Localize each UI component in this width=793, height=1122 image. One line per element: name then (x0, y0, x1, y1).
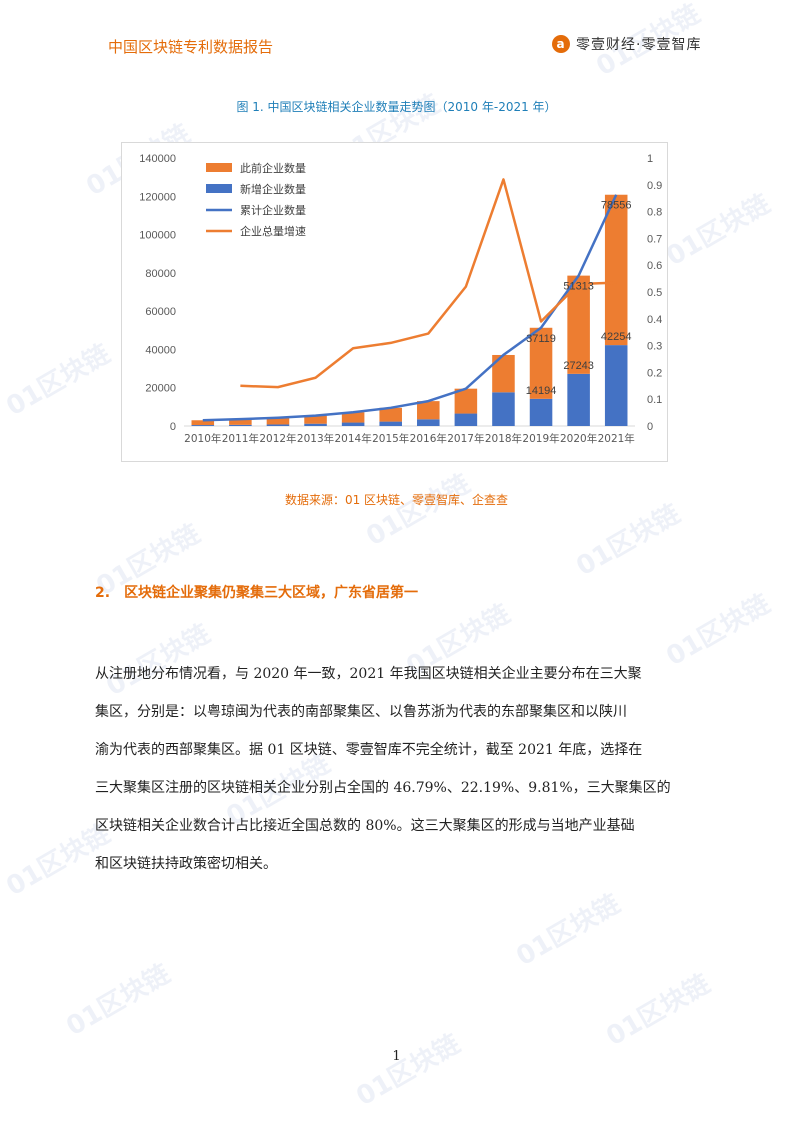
report-title: 中国区块链专利数据报告 (108, 38, 274, 56)
body-paragraph: 从注册地分布情况看，与 2020 年一致，2021 年我国区块链相关企业主要分布… (95, 655, 695, 883)
x-tick-label: 2012年 (259, 432, 296, 445)
brand-text: 零壹财经·零壹智库 (576, 37, 702, 53)
y-right-tick-label: 1 (647, 153, 653, 165)
chart: 0 20000 40000 60000 80000 100000 120000 140000 0… (139, 153, 662, 445)
x-tick-label: 2013年 (297, 432, 334, 445)
line-growth-rate (240, 178, 617, 389)
x-tick-label: 2015年 (372, 432, 409, 445)
watermark: 01区块链 (511, 889, 626, 973)
line-cumulative-companies (202, 194, 618, 422)
bar-new-companies (304, 423, 327, 426)
y-right-tick-label: 0.3 (647, 341, 662, 353)
section-title: 区块链企业聚集仍聚集三大区域，广东省居第一 (124, 585, 419, 601)
a-logo-icon: a (552, 35, 570, 53)
x-tick-label: 2021年 (598, 432, 635, 445)
bar-previous-companies (379, 407, 402, 422)
data-label: 78556 (601, 200, 632, 212)
bar-previous-companies (492, 354, 515, 393)
x-tick-label: 2018年 (485, 432, 522, 445)
y-right-tick-label: 0.1 (647, 394, 662, 406)
bar-previous-companies (567, 275, 590, 374)
watermark: 01区块链 (661, 189, 776, 273)
y-right-tick-label: 0.5 (647, 287, 662, 299)
figure-source: 数据来源：01 区块链、零壹智库、企查查 (284, 493, 509, 507)
y-left-tick-label: 60000 (145, 306, 176, 318)
bar-new-companies (341, 422, 365, 426)
bar-previous-companies (229, 419, 252, 425)
paragraph-line: 集区，分别是：以粤琼闽为代表的南部聚集区、以鲁苏浙为代表的东部聚集区和以陕川 (95, 704, 627, 720)
page-number: 1 (392, 1049, 401, 1064)
bar-previous-companies (191, 420, 215, 426)
bar-previous-companies (304, 415, 327, 424)
x-tick-label: 2020年 (560, 432, 597, 445)
data-label: 14194 (526, 385, 557, 397)
legend-swatch (206, 163, 232, 172)
x-tick-label: 2014年 (335, 432, 372, 445)
y-right-tick-label: 0.6 (647, 260, 662, 272)
watermark: 01区块链 (361, 469, 476, 553)
data-label: 42254 (601, 331, 632, 343)
y-right-tick-label: 0.8 (647, 207, 662, 219)
data-label: 51313 (563, 281, 594, 293)
section-number: 2. (95, 585, 111, 601)
legend-label: 企业总量增速 (240, 224, 306, 238)
paragraph-line: 和区块链扶持政策密切相关。 (95, 856, 277, 872)
y-left-tick-label: 100000 (139, 230, 176, 242)
section-heading: 2. 区块链企业聚集仍聚集三大区域，广东省居第一 (95, 582, 418, 602)
bar-previous-companies (266, 417, 290, 425)
legend-label: 累计企业数量 (240, 203, 306, 217)
bar-previous-companies (341, 412, 365, 423)
bar-previous-companies (417, 401, 440, 420)
bar-new-companies (604, 345, 628, 426)
bar-new-companies (229, 424, 252, 426)
bar-new-companies (454, 413, 478, 426)
brand: a 零壹财经·零壹智库 (552, 34, 701, 54)
data-label: 27243 (563, 360, 594, 372)
y-left-tick-label: 140000 (139, 153, 176, 165)
data-label: 37119 (526, 333, 556, 345)
y-left-tick-label: 0 (170, 421, 176, 433)
watermark: 01区块链 (1, 339, 116, 423)
y-left-tick-label: 120000 (139, 191, 176, 203)
bar-new-companies (379, 421, 402, 426)
watermark: 01区块链 (61, 959, 176, 1043)
bar-previous-companies (454, 388, 478, 414)
y-right-tick-label: 0.7 (647, 233, 662, 245)
y-right-tick-label: 0.9 (647, 180, 662, 192)
bar-previous-companies (529, 327, 553, 399)
bar-new-companies (567, 373, 590, 426)
legend-swatch (206, 184, 232, 193)
watermark: 01区块链 (351, 1029, 466, 1113)
y-right-tick-label: 0 (647, 421, 653, 433)
x-tick-label: 2019年 (522, 432, 559, 445)
legend-label: 此前企业数量 (240, 161, 306, 175)
legend-label: 新增企业数量 (240, 182, 306, 196)
bar-new-companies (529, 398, 553, 426)
x-tick-label: 2016年 (410, 432, 447, 445)
paragraph-line: 从注册地分布情况看，与 2020 年一致，2021 年我国区块链相关企业主要分布… (95, 666, 642, 682)
bar-new-companies (417, 419, 440, 426)
x-tick-label: 2017年 (447, 432, 484, 445)
bar-new-companies (266, 424, 290, 426)
bar-new-companies (492, 392, 515, 426)
y-left-tick-label: 20000 (145, 383, 176, 395)
bar-previous-companies (604, 194, 628, 346)
x-tick-label: 2011年 (222, 432, 259, 445)
paragraph-line: 三大聚集区注册的区块链相关企业分别占全国的 46.79%、22.19%、9.81… (95, 780, 671, 796)
y-right-tick-label: 0.2 (647, 367, 662, 379)
x-tick-label: 2010年 (184, 432, 221, 445)
watermark: 01区块链 (601, 969, 716, 1053)
paragraph-line: 渝为代表的西部聚集区。据 01 区块链、零壹智库不完全统计，截至 2021 年底… (95, 742, 643, 758)
y-right-tick-label: 0.4 (647, 314, 662, 326)
y-left-tick-label: 40000 (145, 344, 176, 356)
paragraph-line: 区块链相关企业数合计占比接近全国总数的 80%。这三大聚集区的形成与当地产业基础 (95, 818, 635, 834)
bar-new-companies (191, 425, 215, 426)
figure-caption: 图 1. 中国区块链相关企业数量走势图（2010 年-2021 年） (236, 100, 557, 114)
y-left-tick-label: 80000 (145, 268, 176, 280)
